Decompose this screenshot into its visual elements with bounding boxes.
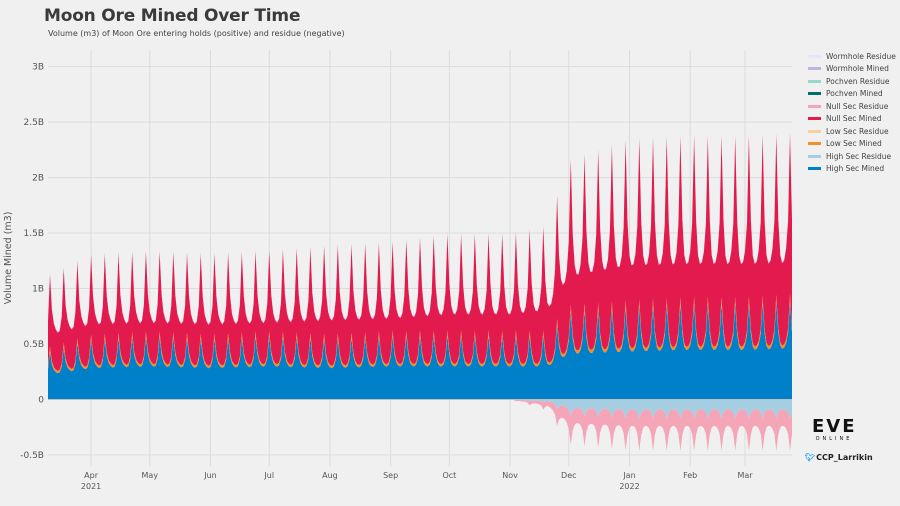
- legend-item[interactable]: High Sec Residue: [808, 150, 896, 163]
- x-tick-label: Feb: [683, 471, 697, 480]
- legend-swatch: [808, 104, 821, 108]
- legend-swatch: [808, 67, 821, 71]
- x-tick-label: Apr: [84, 471, 99, 480]
- series-area-high-sec-mined: [48, 300, 792, 400]
- legend-item[interactable]: Null Sec Residue: [808, 100, 896, 113]
- x-tick-label: May: [142, 471, 159, 480]
- x-tick-year-label: 2022: [619, 482, 639, 491]
- x-tick-label: Jul: [263, 471, 274, 480]
- legend-label: High Sec Residue: [826, 151, 892, 161]
- legend-item[interactable]: Wormhole Mined: [808, 63, 896, 76]
- legend-label: Low Sec Mined: [826, 139, 882, 149]
- y-tick-label: 1B: [32, 285, 44, 295]
- legend-item[interactable]: Null Sec Mined: [808, 113, 896, 126]
- legend-label: Pochven Mined: [826, 89, 883, 99]
- legend-item[interactable]: Wormhole Residue: [808, 50, 896, 63]
- legend-swatch: [808, 129, 821, 133]
- legend-item[interactable]: Pochven Mined: [808, 88, 896, 101]
- chart-title: Moon Ore Mined Over Time: [44, 6, 301, 26]
- x-tick-label: Jan: [622, 471, 635, 480]
- x-tick-label: Nov: [502, 471, 518, 480]
- legend-swatch: [808, 142, 821, 146]
- series-area-high-sec-residue: [48, 399, 792, 419]
- series-area-low-sec-mined: [48, 293, 792, 374]
- logo-subtext: ONLINE: [815, 436, 853, 442]
- x-tick-year-label: 2021: [81, 482, 101, 491]
- chart-subtitle: Volume (m3) of Moon Ore entering holds (…: [48, 29, 345, 38]
- y-tick-label: 0.5B: [24, 340, 45, 350]
- legend-label: Low Sec Residue: [826, 126, 889, 136]
- legend-item[interactable]: High Sec Mined: [808, 163, 896, 176]
- y-tick-label: 1.5B: [24, 229, 45, 239]
- legend-label: Wormhole Mined: [826, 64, 889, 74]
- twitter-bird-icon: 🐦︎: [805, 453, 816, 462]
- y-tick-label: 2.5B: [24, 118, 45, 128]
- series-area-null-sec-residue: [48, 399, 792, 451]
- legend-swatch: [808, 54, 821, 58]
- y-axis-label: Volume Mined (m3): [3, 212, 14, 305]
- legend-swatch: [808, 117, 821, 121]
- x-tick-label: Dec: [561, 471, 576, 480]
- y-tick-label: 2B: [32, 174, 44, 184]
- legend-item[interactable]: Pochven Residue: [808, 75, 896, 88]
- legend-label: Pochven Residue: [826, 76, 890, 86]
- legend-item[interactable]: Low Sec Residue: [808, 125, 896, 138]
- y-tick-label: -0.5B: [20, 451, 44, 461]
- series-area-wormhole-mined: [48, 131, 792, 333]
- twitter-credit: 🐦︎CCP_Larrikin: [805, 453, 873, 462]
- logo-text: EVE: [812, 416, 857, 437]
- legend-swatch: [808, 167, 821, 171]
- legend-label: Null Sec Mined: [826, 114, 882, 124]
- x-tick-label: Jun: [203, 471, 217, 480]
- x-tick-label: Oct: [442, 471, 456, 480]
- twitter-handle: CCP_Larrikin: [816, 453, 873, 462]
- legend-swatch: [808, 154, 821, 158]
- series-area-null-sec-mined: [48, 133, 792, 371]
- chart-legend: Wormhole Residue Wormhole Mined Pochven Re…: [808, 50, 896, 175]
- legend-swatch: [808, 92, 821, 96]
- legend-label: Null Sec Residue: [826, 101, 889, 111]
- legend-item[interactable]: Low Sec Mined: [808, 138, 896, 151]
- y-tick-label: 0: [38, 395, 44, 405]
- legend-label: Wormhole Residue: [826, 51, 896, 61]
- x-tick-label: Sep: [383, 471, 398, 480]
- x-tick-label: Aug: [322, 471, 338, 480]
- eve-online-logo: EVE ONLINE: [812, 416, 862, 443]
- x-tick-label: Mar: [737, 471, 753, 480]
- legend-label: High Sec Mined: [826, 164, 885, 174]
- y-tick-label: 3B: [32, 63, 44, 73]
- legend-swatch: [808, 79, 821, 83]
